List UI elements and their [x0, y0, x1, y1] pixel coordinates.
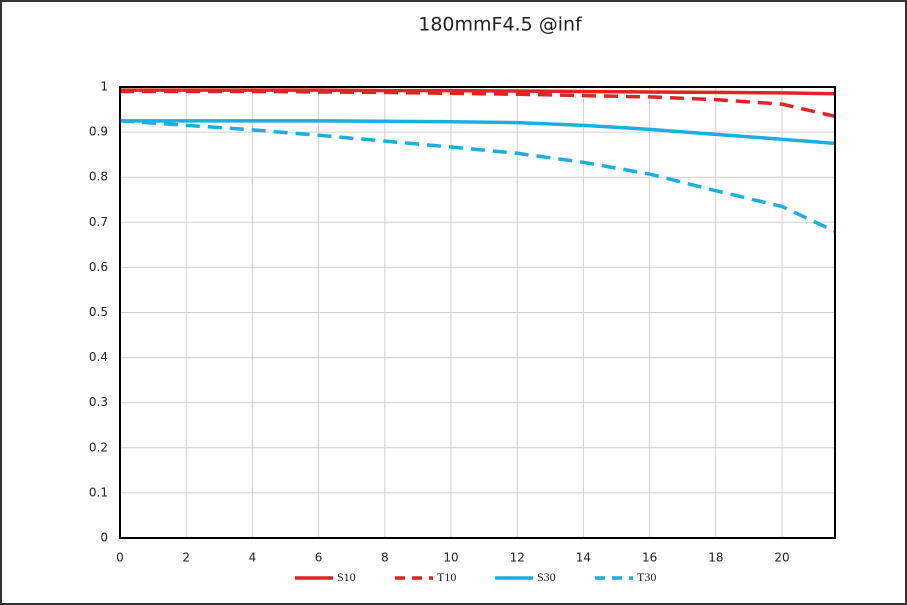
y-tick-label: 0.4 — [89, 350, 108, 364]
legend-label: S30 — [537, 570, 556, 584]
series-line — [120, 89, 836, 119]
x-tick-label: 10 — [443, 551, 458, 565]
y-tick-label: 0.1 — [89, 485, 108, 499]
x-tick-label: 6 — [315, 551, 323, 565]
y-tick-label: 0.5 — [89, 305, 108, 319]
series-line — [119, 119, 836, 233]
y-tick-label: 0.8 — [89, 170, 108, 184]
legend-label: T30 — [637, 570, 656, 584]
x-tick-label: 8 — [381, 551, 389, 565]
y-tick-label: 0.6 — [89, 260, 108, 274]
x-tick-label: 14 — [576, 551, 591, 565]
y-tick-label: 0.9 — [89, 125, 108, 139]
x-tick-label: 16 — [642, 551, 657, 565]
series-line — [120, 119, 836, 146]
x-tick-label: 4 — [249, 551, 257, 565]
y-tick-label: 0.3 — [89, 395, 108, 409]
y-tick-label: 1 — [100, 80, 108, 94]
x-tick-label: 0 — [116, 551, 124, 565]
x-tick-label: 12 — [510, 551, 525, 565]
x-tick-label: 20 — [774, 551, 789, 565]
y-tick-label: 0.7 — [89, 215, 108, 229]
x-tick-label: 18 — [708, 551, 723, 565]
chart-title: 180mmF4.5 @inf — [418, 14, 583, 36]
plot-border — [119, 86, 836, 539]
x-tick-label: 2 — [182, 551, 190, 565]
legend-label: T10 — [437, 570, 456, 584]
legend-label: S10 — [337, 570, 356, 584]
y-tick-label: 0.2 — [89, 440, 108, 454]
y-tick-label: 0 — [100, 531, 108, 545]
